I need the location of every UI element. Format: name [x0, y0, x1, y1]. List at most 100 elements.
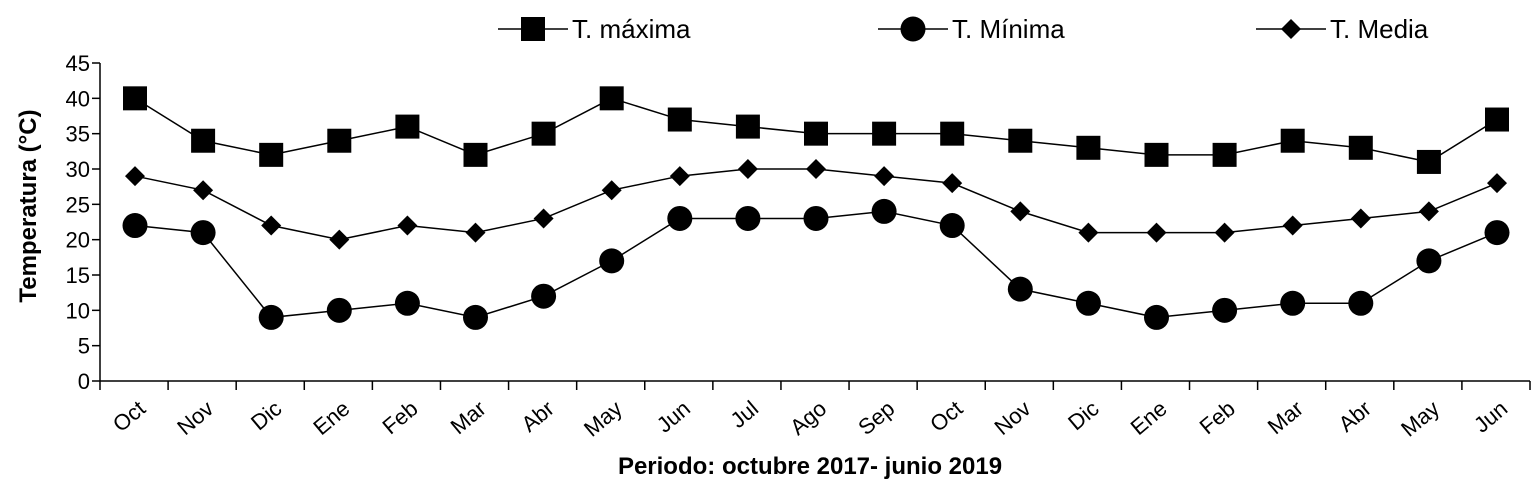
x-tick-label: Oct — [108, 396, 150, 437]
data-point — [531, 283, 557, 309]
legend-label: T. máxima — [572, 14, 691, 44]
data-point — [871, 198, 897, 224]
legend-label: T. Media — [1330, 14, 1429, 44]
data-point — [258, 304, 284, 330]
x-tick-label: Ene — [1126, 396, 1172, 440]
legend-item: T. Media — [1256, 14, 1429, 44]
data-point — [1212, 297, 1238, 323]
legend-marker-diamond — [1281, 19, 1301, 39]
y-tick-label: 15 — [66, 263, 90, 288]
y-tick-label: 10 — [66, 298, 90, 323]
data-point — [874, 166, 895, 187]
series-square — [123, 86, 1509, 174]
data-point — [397, 215, 418, 236]
legend-item: T. Mínima — [878, 14, 1065, 44]
y-axis-title: Temperatura (°C) — [15, 109, 42, 302]
data-point — [1010, 201, 1031, 222]
x-tick-label: Abr — [517, 396, 559, 437]
data-point — [804, 121, 828, 146]
y-tick-label: 30 — [66, 157, 90, 182]
data-point — [737, 159, 758, 179]
data-point — [463, 304, 488, 330]
axes: 0 5 10 15 20 25 30 35 40 45 Oct Nov Dic Ene Feb Mar Abr M… — [66, 51, 1531, 442]
data-point — [261, 215, 282, 236]
data-point — [735, 114, 760, 139]
data-point — [1484, 220, 1510, 246]
data-point — [1485, 107, 1509, 132]
data-point — [1076, 135, 1101, 160]
data-point — [940, 121, 965, 146]
x-tick-label: Sep — [853, 396, 899, 440]
x-tick-label: Feb — [377, 396, 422, 440]
series-layer — [122, 86, 1510, 330]
data-point — [465, 222, 486, 243]
data-point — [1487, 173, 1507, 194]
data-point — [1280, 128, 1305, 153]
y-tick-label: 40 — [66, 86, 90, 111]
data-point — [735, 205, 761, 231]
data-point — [1214, 222, 1235, 243]
data-point — [1007, 276, 1033, 302]
y-tick-label: 35 — [66, 122, 90, 147]
y-tick-label: 0 — [78, 369, 90, 394]
x-tick-label: Abr — [1334, 396, 1376, 437]
series-diamond — [125, 159, 1507, 250]
y-tick-label: 5 — [78, 334, 90, 359]
data-point — [667, 205, 693, 231]
data-point — [1348, 290, 1374, 316]
data-point — [803, 205, 829, 231]
data-point — [1416, 149, 1441, 174]
data-point — [327, 128, 352, 153]
data-point — [1416, 248, 1442, 274]
data-point — [326, 297, 352, 323]
x-tick-label: Mar — [446, 396, 491, 440]
data-point — [599, 248, 625, 274]
data-point — [806, 159, 826, 179]
data-point — [1146, 222, 1167, 243]
data-point — [259, 142, 284, 167]
x-tick-label: Feb — [1195, 396, 1240, 440]
y-tick-label: 25 — [66, 192, 90, 217]
data-point — [1418, 201, 1439, 222]
legend: T. máxima T. Mínima T. Media — [498, 14, 1429, 44]
x-tick-label: May — [1396, 396, 1444, 442]
data-point — [939, 213, 965, 239]
legend-marker-circle — [900, 16, 926, 42]
data-point — [191, 128, 216, 153]
data-point — [122, 213, 148, 239]
legend-marker-square — [521, 17, 545, 41]
series-circle — [122, 198, 1510, 330]
data-point — [1008, 128, 1033, 153]
data-point — [123, 86, 147, 111]
data-point — [1078, 222, 1099, 243]
x-tick-label: Jun — [1469, 396, 1512, 438]
data-point — [1280, 290, 1306, 316]
data-point — [1282, 215, 1303, 236]
x-tick-label: May — [579, 396, 627, 442]
data-point — [942, 173, 963, 194]
y-tick-label: 45 — [66, 51, 90, 76]
x-tick-label: Jul — [725, 396, 763, 433]
y-tick-label: 20 — [66, 228, 90, 253]
data-point — [1348, 135, 1373, 160]
legend-item: T. máxima — [498, 14, 691, 44]
x-tick-label: Dic — [246, 396, 286, 436]
x-tick-label: Nov — [172, 396, 218, 440]
data-point — [669, 166, 690, 187]
data-point — [667, 107, 692, 132]
data-point — [329, 229, 350, 250]
x-tick-label: Oct — [925, 396, 967, 437]
x-tick-label: Ago — [785, 396, 831, 440]
x-tick-label: Dic — [1063, 396, 1103, 436]
data-point — [190, 220, 216, 246]
x-tick-label: Nov — [989, 396, 1035, 440]
x-tick-label: Mar — [1263, 396, 1308, 440]
data-point — [394, 290, 420, 316]
legend-label: T. Mínima — [952, 14, 1065, 44]
x-axis-title: Periodo: octubre 2017- junio 2019 — [618, 453, 1002, 480]
data-point — [125, 166, 145, 187]
data-point — [1212, 142, 1237, 167]
data-point — [599, 86, 624, 111]
data-point — [601, 180, 622, 201]
